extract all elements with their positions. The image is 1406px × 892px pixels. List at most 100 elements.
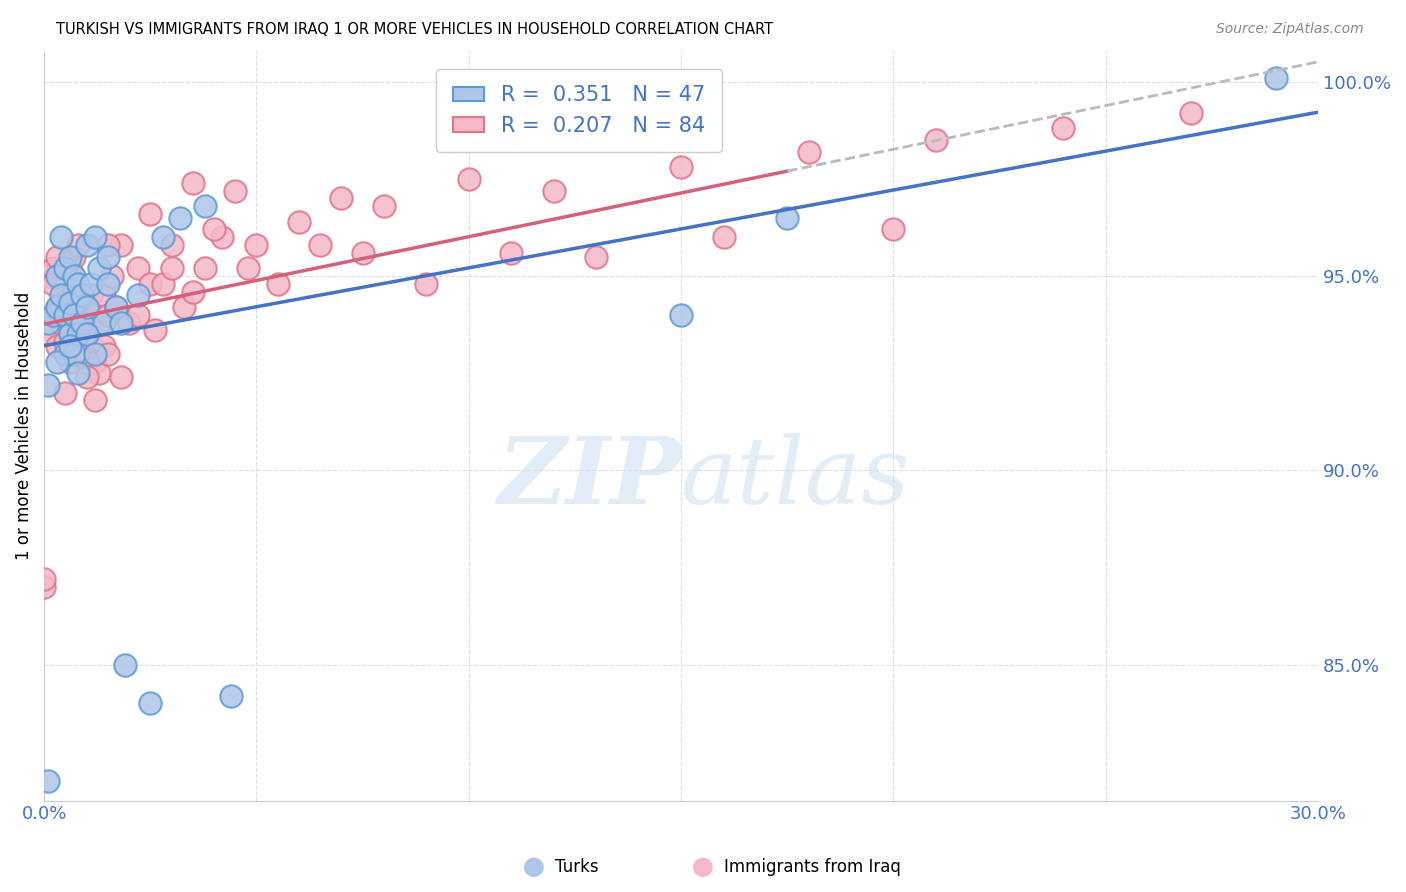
Point (84, 308, 107, 322)
Point (501, 245, 523, 260)
Text: Immigrants from Iraq: Immigrants from Iraq (724, 858, 901, 876)
Point (97, 347, 120, 361)
Point (127, 288, 149, 302)
Point (41, 261, 63, 276)
Point (58, 327, 80, 342)
Point (245, 238, 267, 252)
Text: ⬤: ⬤ (692, 857, 714, 877)
Point (110, 238, 132, 252)
Point (84, 354, 107, 368)
Point (127, 308, 149, 322)
Text: ZIP: ZIP (496, 434, 681, 523)
Point (373, 199, 395, 213)
Point (58, 296, 80, 310)
Point (63, 347, 86, 361)
Point (288, 214, 311, 228)
Point (58, 250, 80, 264)
Point (224, 184, 246, 198)
Point (84, 347, 107, 361)
Point (797, 145, 820, 159)
Point (89, 261, 111, 276)
Point (45, 300, 67, 314)
Text: ⬤: ⬤ (523, 857, 546, 877)
Point (72, 347, 94, 361)
Point (80, 339, 103, 353)
Point (63, 308, 86, 322)
Point (84, 393, 107, 408)
Point (97, 308, 120, 322)
Point (110, 370, 132, 384)
Point (32, 580, 55, 594)
Point (152, 277, 174, 291)
Point (67, 327, 90, 342)
Point (63, 300, 86, 314)
Point (37, 316, 59, 330)
Point (97, 250, 120, 264)
Point (143, 323, 166, 337)
Point (543, 121, 565, 136)
Point (236, 261, 259, 276)
Point (776, 211, 799, 225)
Point (41, 308, 63, 322)
Text: Turks: Turks (555, 858, 599, 876)
Point (110, 316, 132, 330)
Point (45, 339, 67, 353)
Point (160, 261, 183, 276)
Point (45, 268, 67, 283)
Point (352, 245, 374, 260)
Point (152, 230, 174, 244)
Point (67, 366, 90, 380)
Point (97, 238, 120, 252)
Point (80, 277, 103, 291)
Point (139, 697, 162, 711)
Point (58, 339, 80, 353)
Point (93, 288, 115, 302)
Point (194, 261, 217, 276)
Point (202, 222, 225, 236)
Point (181, 285, 204, 299)
Point (53, 335, 76, 350)
Point (63, 250, 86, 264)
Point (93, 316, 115, 330)
Point (181, 176, 204, 190)
Point (84, 230, 107, 244)
Point (76, 354, 98, 368)
Point (160, 238, 183, 252)
Point (72, 316, 94, 330)
Point (882, 222, 904, 236)
Point (97, 277, 120, 291)
Point (76, 308, 98, 322)
Point (63, 268, 86, 283)
Point (1264, 70, 1286, 85)
Point (53, 347, 76, 361)
Legend: R =  0.351   N = 47, R =  0.207   N = 84: R = 0.351 N = 47, R = 0.207 N = 84 (436, 69, 721, 153)
Point (58, 354, 80, 368)
Point (93, 339, 115, 353)
Point (58, 261, 80, 276)
Point (49, 277, 72, 291)
Point (89, 316, 111, 330)
Point (543, 184, 565, 198)
Point (669, 308, 692, 322)
Point (49, 288, 72, 302)
Point (67, 347, 90, 361)
Point (41, 308, 63, 322)
Point (101, 268, 124, 283)
Point (45, 354, 67, 368)
Point (127, 261, 149, 276)
Point (58, 323, 80, 337)
Point (37, 774, 59, 789)
Point (457, 172, 479, 186)
Point (49, 300, 72, 314)
Text: Source: ZipAtlas.com: Source: ZipAtlas.com (1216, 22, 1364, 37)
Point (118, 316, 141, 330)
Point (114, 657, 136, 672)
Point (89, 366, 111, 380)
Point (37, 268, 59, 283)
Point (194, 199, 217, 213)
Point (219, 689, 242, 703)
Point (1052, 121, 1074, 136)
Point (713, 230, 735, 244)
Point (139, 277, 162, 291)
Point (72, 300, 94, 314)
